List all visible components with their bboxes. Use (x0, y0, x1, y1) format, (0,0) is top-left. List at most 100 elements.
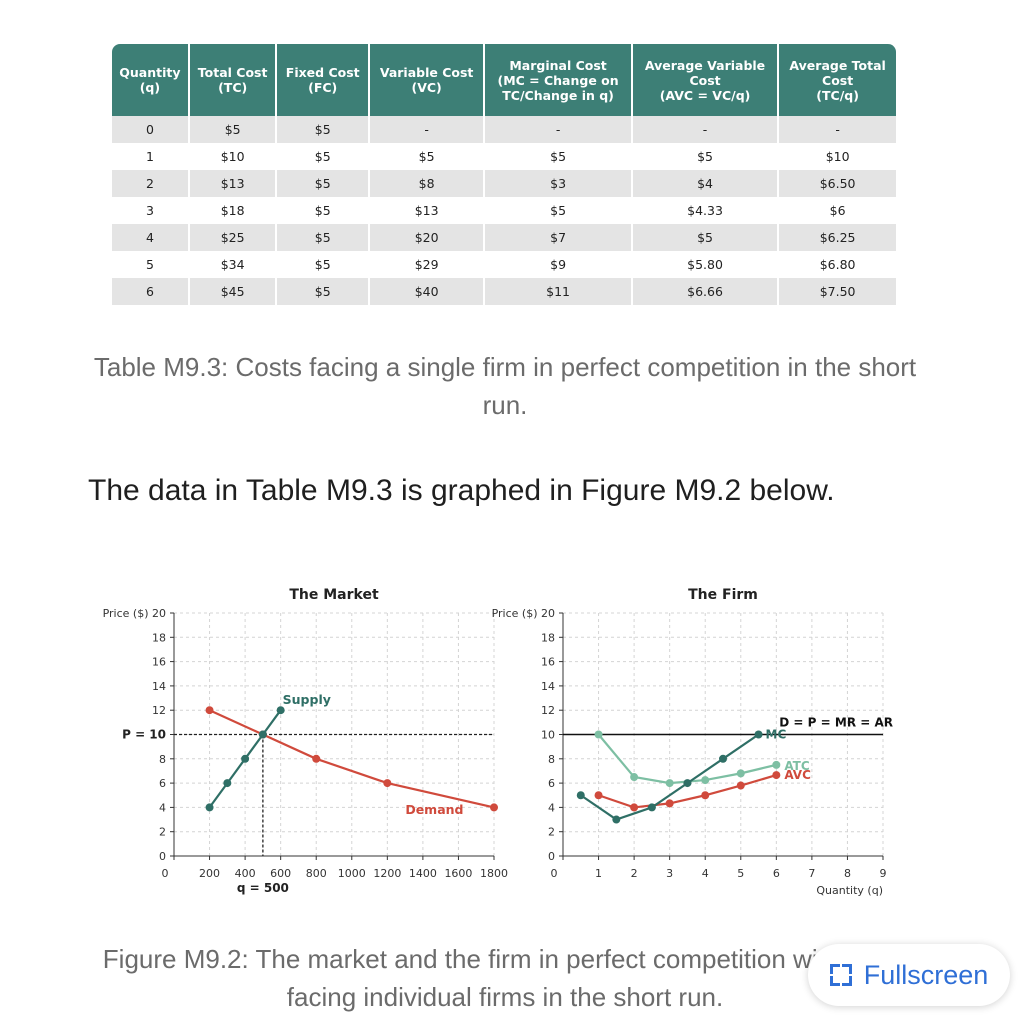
mc-point (647, 803, 656, 812)
table-row: 0 $5 $5- - - - (112, 116, 896, 143)
x-axis-label: Quantity (q) (816, 884, 883, 897)
table-cell: 5 (112, 251, 188, 278)
y-tick-label: 2 (548, 826, 555, 839)
column-header-line: (MC = Change on (497, 72, 619, 88)
column-header: Average Total Cost (TC/q) (779, 44, 896, 116)
mc-point (612, 815, 621, 824)
y-tick-label: 14 (152, 680, 166, 693)
table-cell: $5 (189, 116, 276, 143)
table-row: 6 $45 $5 $40 $11 $6.66 $7.50 (112, 278, 896, 305)
table-body: 0 $5 $5- - - -1 $10 $5 $5 $5 $5 $10 2 $13 $5 $8 $3 $4 $6.5… (112, 116, 896, 305)
table-cell: - (369, 116, 484, 143)
table-cell: $6 (779, 197, 896, 224)
x-tick-label: 2 (631, 867, 638, 880)
price-label: P = 10 (122, 728, 166, 742)
table-row: 3 $18 $5 $13 $5 $4.33 $6 (112, 197, 896, 224)
supply-label: Supply (283, 692, 331, 707)
table-cell: $5 (277, 116, 368, 143)
avc-point (665, 799, 674, 808)
price-line-label: D = P = MR = AR (779, 716, 893, 730)
column-header: Marginal Cost (MC = Change on TC/Change in… (485, 44, 631, 116)
table-row: 5 $34 $5 $29 $9 $5.80 $6.80 (112, 251, 896, 278)
x-tick-label: 6 (773, 867, 780, 880)
column-header-line: Cost (689, 72, 721, 88)
y-tick-label: Price ($) 20 (103, 607, 166, 620)
atc-point (736, 769, 745, 778)
column-header-line: Average Variable (644, 57, 766, 73)
table-cell: $5 (485, 197, 631, 224)
column-header-line: (TC) (218, 80, 248, 95)
table-cell: $20 (369, 224, 484, 251)
table-cell: $6.66 (632, 278, 778, 305)
column-header-line: (TC/q) (816, 87, 859, 103)
fullscreen-label: Fullscreen (863, 959, 989, 990)
table-cell: $34 (189, 251, 276, 278)
table-header-row: Quantity (q) Total Cost (TC) Fixed Cost (FC) V… (112, 44, 896, 116)
y-tick-label: 12 (541, 704, 555, 717)
x-tick-label: 200 (199, 867, 220, 880)
table-cell: 6 (112, 278, 188, 305)
x-tick-label: 9 (880, 867, 887, 880)
y-tick-label: 6 (159, 777, 166, 790)
column-header: Average Variable Cost (AVC = VC/q) (632, 44, 778, 116)
column-header: Total Cost (TC) (189, 44, 276, 116)
table-cell: $13 (369, 197, 484, 224)
y-tick-label: 0 (159, 850, 166, 863)
supply-point (241, 754, 250, 763)
table-cell: $3 (485, 170, 631, 197)
table-cell: $5 (277, 143, 368, 170)
demand-point (312, 754, 321, 763)
table-cell: $5 (277, 224, 368, 251)
table-cell: $4.33 (632, 197, 778, 224)
avc-point (772, 771, 781, 780)
avc-line (598, 774, 777, 809)
table-cell: $10 (189, 143, 276, 170)
column-header: Fixed Cost (FC) (277, 44, 368, 116)
figure-caption: Figure M9.2: The market and the firm in … (102, 944, 908, 1012)
table-cell: $7.50 (779, 278, 896, 305)
table-cell: $5 (277, 170, 368, 197)
table-cell: $4 (632, 170, 778, 197)
atc-point (701, 776, 710, 785)
mc-point (683, 779, 692, 788)
table-cell: $40 (369, 278, 484, 305)
column-header: Variable Cost (VC) (369, 44, 484, 116)
table-cell: $5 (277, 278, 368, 305)
atc-label: ATC (784, 759, 810, 773)
mc-label: MC (766, 728, 787, 742)
mc-point (754, 730, 763, 739)
x-tick-label: 400 (235, 867, 256, 880)
table-cell: $11 (485, 278, 631, 305)
x-tick-label: 4 (702, 867, 709, 880)
y-tick-label: 8 (159, 753, 166, 766)
supply-point (258, 730, 267, 739)
y-tick-label: 18 (152, 631, 166, 644)
x-tick-label: 0 (162, 867, 169, 880)
y-tick-label: 16 (541, 656, 555, 669)
fullscreen-button[interactable]: Fullscreen (808, 944, 1010, 1006)
x-tick-label: 5 (737, 867, 744, 880)
column-header-line: (AVC = VC/q) (659, 87, 751, 103)
quantity-label: q = 500 (237, 881, 289, 895)
table-cell: - (632, 116, 778, 143)
y-tick-label: 12 (152, 704, 166, 717)
table-cell: $5 (485, 143, 631, 170)
table-cell: $5 (277, 197, 368, 224)
y-tick-label: 6 (548, 777, 555, 790)
table-cell: $6.25 (779, 224, 896, 251)
chart-title: The Market (289, 587, 379, 603)
table-cell: $25 (189, 224, 276, 251)
demand-label: Demand (405, 802, 463, 817)
table-row: 1 $10 $5 $5 $5 $5 $10 (112, 143, 896, 170)
x-tick-label: 8 (844, 867, 851, 880)
table-cell: $8 (369, 170, 484, 197)
y-tick-label: 2 (159, 826, 166, 839)
avc-point (630, 803, 639, 812)
atc-point (772, 760, 781, 769)
column-header-line: Cost (822, 72, 854, 88)
x-tick-label: 0 (551, 867, 558, 880)
table-cell: $18 (189, 197, 276, 224)
chart-title: The Firm (688, 587, 758, 603)
table-cell: $29 (369, 251, 484, 278)
table-cell: $5 (632, 143, 778, 170)
